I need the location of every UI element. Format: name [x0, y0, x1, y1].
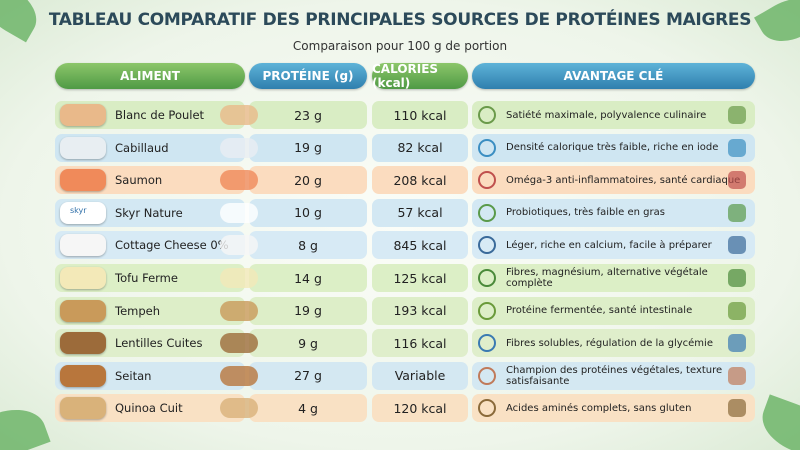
protein: 14 g — [249, 264, 367, 292]
calories: 120 kcal — [372, 394, 468, 423]
benefit: Probiotiques, très faible en gras — [472, 198, 755, 227]
benefit-side-icon — [728, 203, 746, 222]
benefit-icon — [478, 269, 496, 287]
protein: 10 g — [249, 198, 367, 227]
dish-icon — [220, 300, 258, 321]
leaf-decoration — [0, 399, 51, 450]
benefit-icon — [478, 138, 496, 157]
column-header: PROTÉINE (g) — [249, 63, 367, 89]
calories: 125 kcal — [372, 264, 468, 292]
benefit: Protéine fermentée, santé intestinale — [472, 296, 755, 325]
dish-icon — [220, 170, 258, 191]
food-icon — [60, 397, 106, 420]
food-icon — [60, 364, 106, 387]
benefit-side-icon — [728, 301, 746, 320]
benefit: Oméga-3 anti-inflammatoires, santé cardi… — [472, 166, 755, 195]
benefit-side-icon — [728, 138, 746, 157]
column-header: CALORIES (kcal) — [372, 62, 468, 90]
benefit: Densité calorique très faible, riche en … — [472, 133, 755, 162]
subtitle: Comparaison pour 100 g de portion — [292, 39, 508, 53]
food-icon — [60, 267, 106, 289]
benefit-icon — [478, 366, 496, 385]
benefit-icon — [478, 171, 496, 190]
dish-icon — [220, 105, 258, 125]
title: TABLEAU COMPARATIF DES PRINCIPALES SOURC… — [48, 10, 752, 30]
benefit: Champion des protéines végétales, textur… — [472, 361, 755, 390]
food-icon — [60, 299, 106, 322]
calories: 82 kcal — [372, 133, 468, 162]
protein: 20 g — [249, 166, 367, 195]
calories: 193 kcal — [372, 296, 468, 325]
dish-icon — [220, 137, 258, 158]
column-header: ALIMENT — [55, 63, 245, 89]
benefit-side-icon — [728, 399, 746, 418]
protein: 19 g — [249, 296, 367, 325]
benefit: Acides aminés complets, sans gluten — [472, 394, 755, 423]
benefit-side-icon — [728, 236, 746, 255]
dish-icon — [220, 235, 258, 256]
benefit-icon — [478, 301, 496, 320]
benefit: Léger, riche en calcium, facile à prépar… — [472, 231, 755, 260]
dish-icon — [220, 365, 258, 386]
benefit: Fibres solubles, régulation de la glycém… — [472, 329, 755, 358]
calories: 110 kcal — [372, 101, 468, 129]
calories: 116 kcal — [372, 329, 468, 358]
calories: Variable — [372, 361, 468, 390]
food-icon — [60, 201, 106, 224]
protein: 23 g — [249, 101, 367, 129]
protein: 9 g — [249, 329, 367, 358]
food-icon — [60, 332, 106, 355]
benefit-icon — [478, 203, 496, 222]
food-icon — [60, 234, 106, 257]
benefit-side-icon — [728, 269, 746, 287]
food-icon — [60, 136, 106, 159]
benefit-side-icon — [728, 106, 746, 124]
dish-icon — [220, 333, 258, 354]
benefit-side-icon — [728, 366, 746, 385]
leaf-decoration — [754, 394, 800, 450]
food-icon — [60, 169, 106, 192]
dish-icon — [220, 398, 258, 419]
skyr-label: skyr — [70, 205, 87, 215]
benefit: Satiété maximale, polyvalence culinaire — [472, 101, 755, 129]
calories: 208 kcal — [372, 166, 468, 195]
benefit: Fibres, magnésium, alternative végétale … — [472, 264, 755, 292]
protein: 8 g — [249, 231, 367, 260]
benefit-icon — [478, 106, 496, 124]
protein: 4 g — [249, 394, 367, 423]
benefit-icon — [478, 334, 496, 353]
benefit-side-icon — [728, 334, 746, 353]
dish-icon — [220, 268, 258, 288]
calories: 845 kcal — [372, 231, 468, 260]
benefit-icon — [478, 399, 496, 418]
benefit-side-icon — [728, 171, 746, 190]
food-icon — [60, 104, 106, 126]
calories: 57 kcal — [372, 198, 468, 227]
benefit-icon — [478, 236, 496, 255]
protein: 19 g — [249, 133, 367, 162]
column-header: AVANTAGE CLÉ — [472, 63, 755, 89]
protein: 27 g — [249, 361, 367, 390]
dish-icon — [220, 202, 258, 223]
